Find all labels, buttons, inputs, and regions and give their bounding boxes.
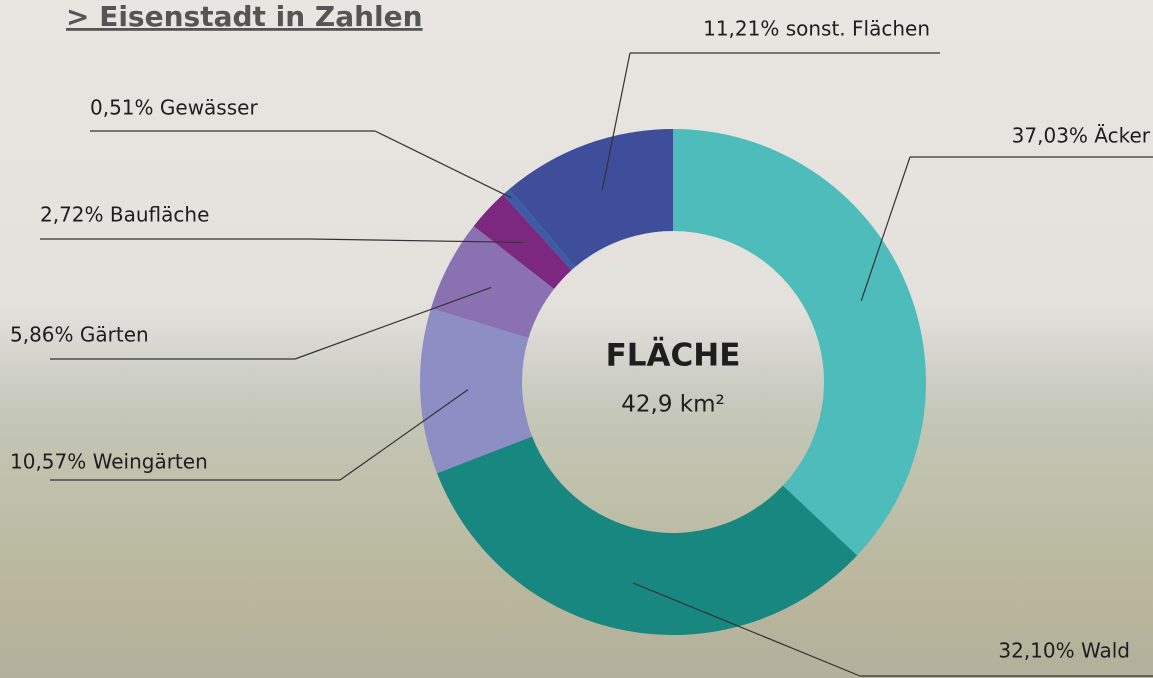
slice-label: 0,51% Gewässer [90,96,258,120]
slice-label: 11,21% sonst. Flächen [703,17,930,41]
chart: > Eisenstadt in Zahlen FLÄCHE 42,9 km² 3… [0,0,1153,678]
slice-label: 2,72% Baufläche [40,203,209,227]
donut-segment [437,436,857,635]
page-title: > Eisenstadt in Zahlen [66,0,423,33]
center-subtitle: 42,9 km² [621,392,724,418]
slice-label: 10,57% Weingärten [10,450,208,474]
leader-line [375,131,511,198]
center-title: FLÄCHE [606,338,741,374]
slice-label: 5,86% Gärten [10,323,149,347]
slice-label: 32,10% Wald [998,639,1130,663]
page: > Eisenstadt in Zahlen FLÄCHE 42,9 km² 3… [0,0,1153,678]
slice-label: 37,03% Äcker [1012,124,1151,148]
